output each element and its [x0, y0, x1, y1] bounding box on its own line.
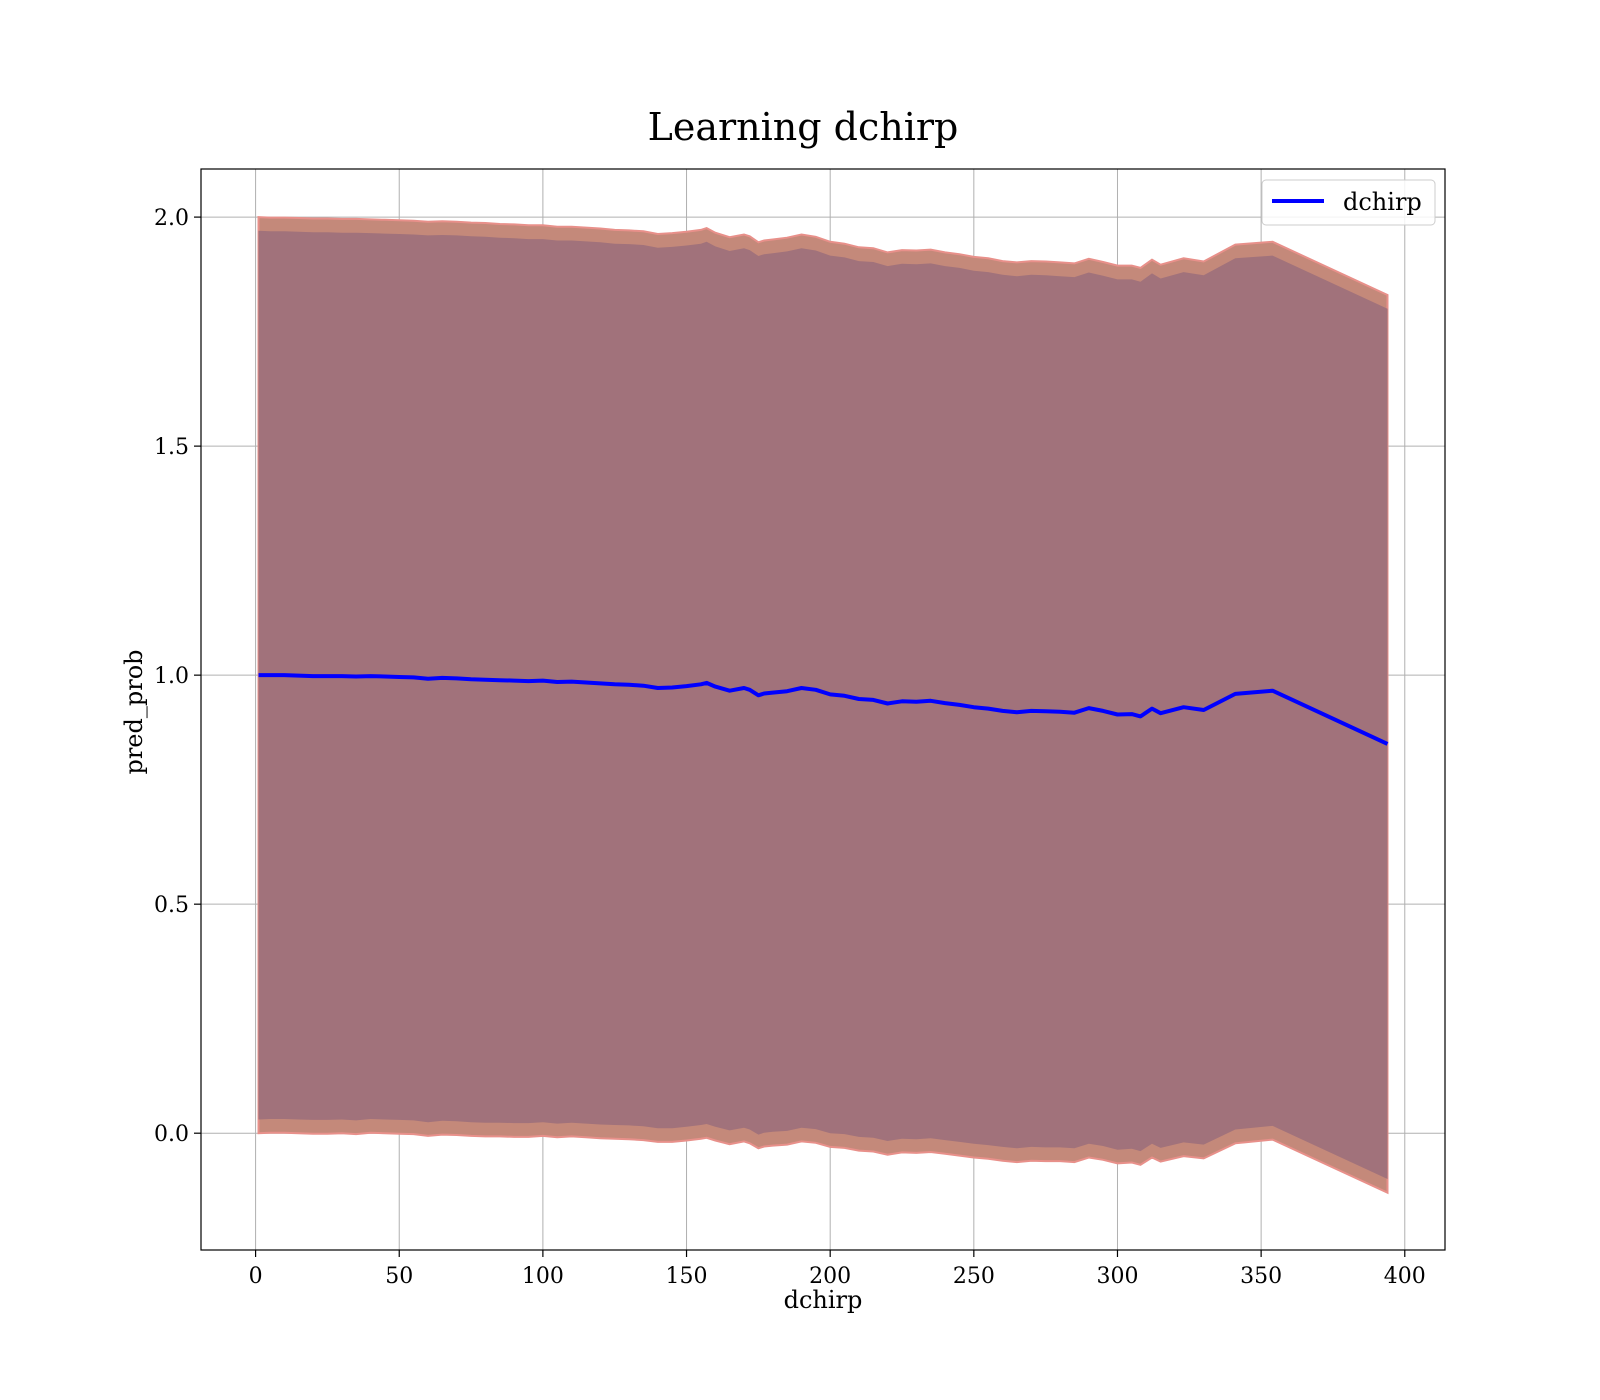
y-axis: 0.0 0.5 1.0 1.5 2.0 [154, 206, 201, 1147]
series-line-dchirp [258, 673, 1389, 746]
legend-box [1261, 179, 1436, 226]
x-tick-label: 150 [666, 1264, 708, 1289]
lines [258, 673, 1389, 746]
x-tick-label: 0 [249, 1264, 263, 1289]
y-tick-label: 1.0 [154, 664, 189, 689]
plot-frame [200, 168, 1446, 1251]
legend: dchirp [1261, 179, 1436, 226]
x-tick-label: 250 [953, 1264, 995, 1289]
x-axis-label: dchirp [784, 1286, 863, 1314]
legend-entry-label: dchirp [1343, 188, 1422, 216]
y-axis-label: pred_prob [120, 649, 148, 774]
y-tick-label: 2.0 [154, 206, 189, 231]
x-tick-label: 200 [809, 1264, 851, 1289]
x-tick-label: 300 [1096, 1264, 1138, 1289]
x-tick-label: 400 [1384, 1264, 1426, 1289]
x-tick-label: 50 [385, 1264, 413, 1289]
inner-confidence-band [258, 230, 1388, 1180]
x-tick-label: 100 [522, 1264, 564, 1289]
x-tick-label: 350 [1240, 1264, 1282, 1289]
y-tick-label: 0.0 [154, 1122, 189, 1147]
y-tick-label: 0.5 [154, 893, 189, 918]
x-axis: 0 50 100 150 200 250 300 350 400 [249, 1250, 1426, 1289]
y-tick-label: 1.5 [154, 435, 189, 460]
chart-title: Learning dchirp [648, 105, 959, 149]
bands [257, 216, 1389, 1195]
